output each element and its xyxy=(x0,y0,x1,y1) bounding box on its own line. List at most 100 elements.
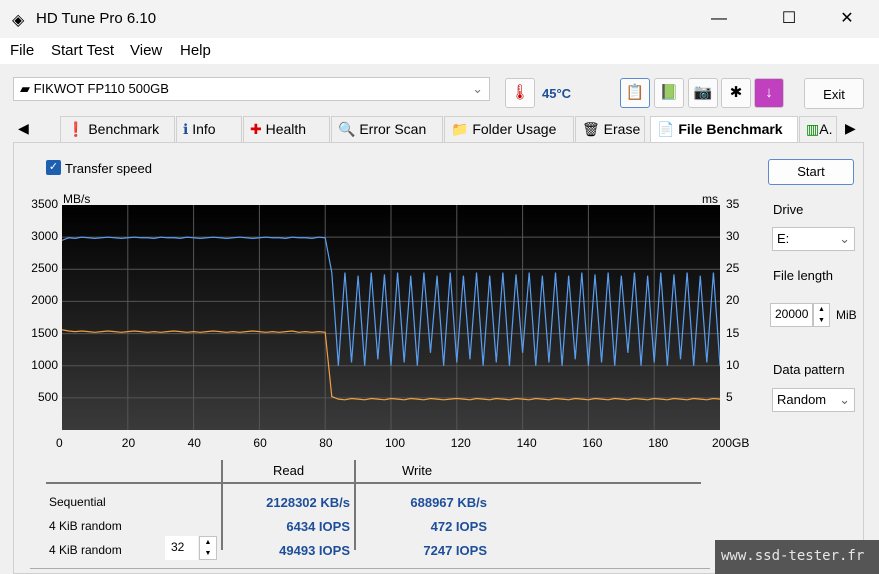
read-series-line xyxy=(62,236,720,366)
tab-label: Info xyxy=(192,121,216,137)
temperature: 45°C xyxy=(542,86,572,101)
close-button[interactable]: ✕ xyxy=(840,10,854,27)
chevron-down-icon: ⌄ xyxy=(839,392,850,407)
camera-icon[interactable]: 📷 xyxy=(688,78,718,108)
tab-label: Health xyxy=(265,121,307,137)
divider xyxy=(46,482,701,484)
tab-info[interactable]: ℹ Info xyxy=(176,116,242,142)
menu-file[interactable]: File xyxy=(10,42,35,59)
tab-file-benchmark[interactable]: 📄 File Benchmark xyxy=(650,116,798,143)
download-icon[interactable]: ↓ xyxy=(754,78,784,108)
file-length-stepper[interactable]: ▲ ▼ xyxy=(813,303,830,327)
y-axis-label: MB/s xyxy=(63,192,91,206)
x-tick-label: 60 xyxy=(253,436,267,450)
copy-text-icon[interactable]: 📋 xyxy=(620,78,650,108)
maximize-button[interactable]: ☐ xyxy=(781,10,797,27)
tab-scroll-left[interactable]: ◀ xyxy=(18,120,29,136)
tab-label: A. xyxy=(819,121,833,137)
tab-label: Error Scan xyxy=(359,121,427,137)
x-tick-label: 140 xyxy=(516,436,537,450)
drive-label: Drive xyxy=(773,202,804,217)
tab-health[interactable]: ✚ Health xyxy=(243,116,330,142)
y-tick-label: 1000 xyxy=(31,357,58,372)
menu-start-test[interactable]: Start Test xyxy=(51,42,115,59)
start-button[interactable]: Start xyxy=(768,159,854,185)
exit-button[interactable]: Exit xyxy=(804,78,864,109)
chevron-down-icon: ⌄ xyxy=(839,231,850,246)
random-qd-write: 7247 IOPS xyxy=(423,543,487,558)
tab-scroll-right[interactable]: ▶ xyxy=(845,120,856,136)
tab-folder-usage[interactable]: 📁 Folder Usage xyxy=(444,116,574,142)
y2-axis-label: ms xyxy=(702,192,718,206)
divider xyxy=(30,568,710,569)
options-icon[interactable]: ✱ xyxy=(721,78,751,108)
menu-view[interactable]: View xyxy=(130,42,163,59)
file-length-unit: MiB xyxy=(836,308,857,322)
transfer-speed-label: Transfer speed xyxy=(65,161,152,176)
y2-tick-label: 30 xyxy=(726,229,740,244)
y-tick-label: 500 xyxy=(37,389,58,404)
write-series-line xyxy=(62,329,720,401)
y-tick-label: 3000 xyxy=(31,229,58,244)
write-header: Write xyxy=(402,463,433,478)
drive-icon: ▰ xyxy=(20,81,34,96)
y-tick-label: 3500 xyxy=(31,197,58,211)
divider xyxy=(221,460,223,550)
sequential-write: 688967 KB/s xyxy=(410,495,487,510)
x-tick-label: 160 xyxy=(582,436,603,450)
random-write: 472 IOPS xyxy=(430,519,487,534)
read-header: Read xyxy=(273,463,305,478)
tab-erase[interactable]: 🗑 Erase xyxy=(575,116,645,142)
benchmark-icon: ❗ xyxy=(67,121,85,137)
tab-benchmark[interactable]: ❗ Benchmark xyxy=(60,116,175,142)
menu-help[interactable]: Help xyxy=(180,42,211,59)
y2-tick-label: 20 xyxy=(726,293,740,308)
data-pattern-label: Data pattern xyxy=(773,362,845,377)
window-title: HD Tune Pro 6.10 xyxy=(36,10,157,27)
y2-tick-label: 25 xyxy=(726,261,740,276)
random-qd-read: 49493 IOPS xyxy=(279,543,350,558)
title-bar xyxy=(0,0,879,38)
watermark: www.ssd-tester.fr xyxy=(715,540,879,574)
data-pattern-select[interactable]: Random ⌄ xyxy=(772,388,855,412)
row-label: 4 KiB random xyxy=(49,543,122,557)
divider xyxy=(354,460,356,550)
minimize-button[interactable]: — xyxy=(711,10,727,27)
tab-label: Folder Usage xyxy=(472,121,557,137)
y2-tick-label: 10 xyxy=(726,357,740,372)
x-tick-label: 200GB xyxy=(712,436,750,450)
tab-label: Benchmark xyxy=(88,121,160,137)
y-tick-label: 2000 xyxy=(31,293,58,308)
y2-tick-label: 35 xyxy=(726,197,740,211)
tab-error-scan[interactable]: 🔍 Error Scan xyxy=(331,116,443,142)
transfer-speed-checkbox[interactable]: ✓ xyxy=(46,160,61,175)
y2-tick-label: 5 xyxy=(726,389,733,404)
app-icon: ◈ xyxy=(12,12,25,29)
info-icon: ℹ xyxy=(183,121,189,137)
row-label: 4 KiB random xyxy=(49,519,122,533)
random-read: 6434 IOPS xyxy=(286,519,350,534)
x-tick-label: 180 xyxy=(648,436,669,450)
x-tick-label: 100 xyxy=(385,436,406,450)
file-length-label: File length xyxy=(773,268,833,283)
x-tick-label: 40 xyxy=(187,436,201,450)
thermometer-icon: 🌡 xyxy=(505,78,535,108)
x-tick-label: 20 xyxy=(121,436,136,450)
row-label: Sequential xyxy=(49,495,106,509)
x-tick-label: 0 xyxy=(56,436,63,450)
queue-depth-stepper[interactable]: ▲ ▼ xyxy=(199,536,217,560)
tab-label: Erase xyxy=(603,121,641,137)
file-length-input[interactable]: 20000 xyxy=(770,303,813,327)
drive-select[interactable]: ▰ FIKWOT FP110 500GB ⌄ xyxy=(13,77,490,101)
x-tick-label: 120 xyxy=(450,436,471,450)
x-tick-label: 80 xyxy=(319,436,333,450)
chart-icon: ▥ xyxy=(806,121,820,137)
file-icon: 📄 xyxy=(657,121,675,137)
trash-icon: 🗑 xyxy=(582,121,600,137)
tab-aam[interactable]: ▥A. xyxy=(799,116,837,142)
copy-image-icon[interactable]: 📗 xyxy=(654,78,684,108)
sequential-read: 2128302 KB/s xyxy=(266,495,350,510)
drive-letter-select[interactable]: E: ⌄ xyxy=(772,227,855,251)
queue-depth-input[interactable]: 32 xyxy=(165,536,198,560)
data-pattern-value: Random xyxy=(777,392,827,407)
